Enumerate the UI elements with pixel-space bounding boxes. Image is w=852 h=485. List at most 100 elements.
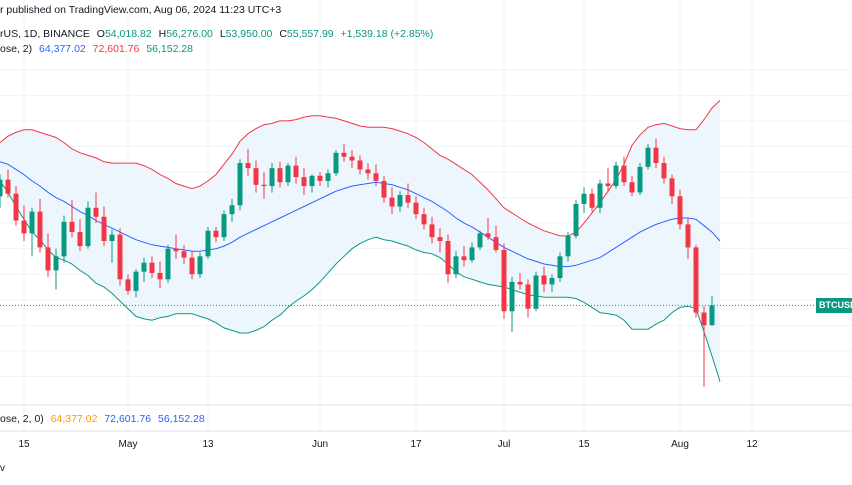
candle-body — [389, 197, 395, 207]
bollinger-band-fill — [0, 100, 720, 382]
high-readout: H56,276.00 — [158, 28, 213, 40]
candle-body — [261, 184, 267, 187]
candle-body — [493, 237, 499, 250]
candle-body — [397, 195, 403, 207]
candle-body — [213, 230, 219, 238]
candle-body — [645, 147, 651, 167]
x-tick-label: 12 — [746, 439, 758, 450]
candle-body — [533, 275, 539, 309]
open-readout: O54,018.82 — [96, 28, 152, 40]
candle-body — [573, 203, 579, 236]
candle-body — [653, 147, 659, 164]
publish-text: r published on TradingView.com, Aug 06, … — [0, 4, 282, 16]
candle-body — [85, 207, 91, 247]
candle-body — [541, 275, 547, 285]
candle-body — [285, 165, 291, 183]
candle-body — [109, 234, 115, 241]
publish-line: r published on TradingView.com, Aug 06, … — [0, 4, 285, 16]
candle-body — [677, 196, 683, 225]
candle-body — [581, 193, 587, 204]
candle-body — [13, 193, 19, 221]
candle-body — [621, 165, 627, 183]
candle-body — [21, 220, 27, 234]
candle-body — [381, 180, 387, 198]
candle-body — [445, 241, 451, 275]
candle-body — [333, 152, 339, 174]
candle-body — [349, 156, 355, 161]
candle-body — [309, 175, 315, 187]
lower-band-line — [0, 180, 721, 382]
candle-body — [125, 279, 131, 291]
x-tick-label: 15 — [578, 439, 590, 450]
candle-body — [53, 256, 59, 271]
symbol-info[interactable]: rUS, 1D, BINANCE — [0, 28, 90, 40]
candle-body — [69, 221, 75, 233]
x-tick-label: Jun — [312, 439, 328, 450]
low-readout: L53,950.00 — [219, 28, 273, 40]
x-tick-label: Aug — [671, 439, 689, 450]
time-axis: 15 May 13 Jun 17 Jul 15 Aug 12 — [18, 439, 758, 450]
candle-body — [61, 221, 67, 257]
candle-body — [141, 262, 147, 272]
candle-body — [469, 247, 475, 261]
candle-body — [173, 248, 179, 252]
candle-body — [485, 233, 491, 238]
candle-body — [205, 230, 211, 257]
indicator-basis-value: 64,377.02 — [50, 413, 98, 425]
candle-body — [181, 251, 187, 258]
candle-body — [229, 205, 235, 215]
indicator-pane-legend[interactable]: ose, 2, 0) 64,377.02 72,601.76 56,152.28 — [0, 413, 209, 425]
candle-body — [357, 160, 363, 170]
candle-body — [477, 233, 483, 248]
candle-body — [517, 281, 523, 285]
x-tick-label: May — [119, 439, 138, 450]
candle-body — [37, 211, 43, 248]
candle-body — [613, 165, 619, 187]
candle-body — [149, 262, 155, 273]
candle-body — [325, 173, 331, 181]
candle-body — [501, 249, 507, 312]
candle-body — [461, 256, 467, 261]
candle-body — [301, 177, 307, 187]
bollinger-legend[interactable]: ose, 2) 64,377.02 72,601.76 56,152.28 — [0, 43, 197, 55]
candle-body — [293, 165, 299, 178]
candle-body — [5, 179, 11, 194]
candle-body — [237, 163, 243, 206]
candle-body — [93, 207, 99, 217]
candle-body — [509, 281, 515, 312]
candle-body — [453, 256, 459, 275]
candle-body — [557, 256, 563, 279]
indicator-upper-value: 72,601.76 — [104, 413, 152, 425]
candle-body — [341, 152, 347, 157]
candle-body — [29, 211, 35, 234]
bollinger-lower-value: 56,152.28 — [146, 43, 194, 55]
x-tick-label: 15 — [18, 439, 30, 450]
candle-body — [317, 175, 323, 181]
x-tick-label: 17 — [410, 439, 422, 450]
candle-body — [189, 257, 195, 275]
candle-body — [221, 214, 227, 238]
change-readout: +1,539.18 (+2.85%) — [340, 28, 434, 40]
candle-body — [693, 247, 699, 313]
candle-body — [101, 216, 107, 241]
indicator-lower-value: 56,152.28 — [157, 413, 205, 425]
bollinger-upper-value: 72,601.76 — [92, 43, 140, 55]
x-tick-label: 13 — [202, 439, 214, 450]
candle-body — [253, 168, 259, 185]
bollinger-label: ose, 2) — [0, 43, 33, 55]
candle-body — [45, 247, 51, 271]
candles-group — [0, 138, 715, 387]
candle-body — [629, 182, 635, 193]
close-readout: C55,557.99 — [279, 28, 334, 40]
candle-body — [549, 278, 555, 285]
candle-body — [597, 183, 603, 208]
candle-body — [589, 193, 595, 208]
candle-body — [429, 224, 435, 238]
candle-body — [405, 195, 411, 203]
candle-body — [277, 168, 283, 183]
candle-body — [165, 248, 171, 280]
candle-body — [525, 284, 531, 309]
candle-body — [701, 312, 707, 326]
candle-body — [77, 232, 83, 247]
